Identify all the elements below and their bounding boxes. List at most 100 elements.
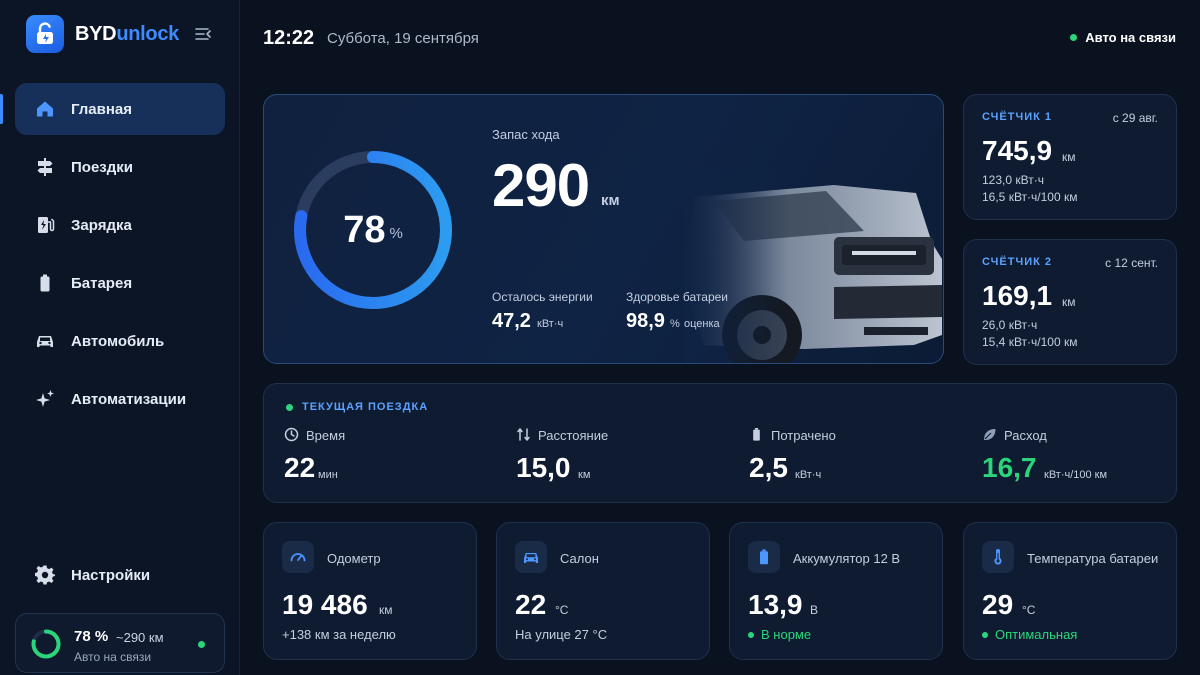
sidebar-item-charging[interactable]: Зарядка [15, 199, 225, 251]
tile-value: 22 [515, 589, 547, 620]
sidebar-item-trips[interactable]: Поездки [15, 141, 225, 193]
charge-ring-mini [31, 629, 61, 659]
sidebar-item-automations[interactable]: Автоматизации [15, 373, 225, 425]
counter-distance-unit: км [1062, 295, 1076, 309]
sidebar-item-label: Главная [71, 100, 133, 118]
tile-status: В норме [748, 627, 811, 642]
sidebar-item-label: Батарея [71, 274, 133, 292]
trip-metric-label: Расход [1004, 428, 1047, 443]
charge-percent-unit: % [389, 224, 403, 242]
vehicle-status-card[interactable]: 78 % ~290 км Авто на связи [15, 613, 225, 673]
sidebar-item-label: Автомобиль [71, 332, 165, 350]
battery-icon [35, 273, 55, 293]
gauge-icon [282, 541, 314, 573]
trip-metric-value: 2,5 [749, 452, 788, 483]
trip-metric-label: Время [306, 428, 346, 443]
trip-counter-2[interactable]: СЧЁТЧИК 2 с 12 сент. 169,1 км 26,0 кВт·ч… [963, 239, 1177, 365]
trip-metric-label: Потрачено [771, 428, 836, 443]
counter-date: с 12 сент. [1105, 256, 1158, 270]
tile-unit: км [379, 603, 393, 617]
range-value: 290 [492, 152, 590, 219]
charge-ring: 78 % [288, 145, 458, 315]
battery-temperature-tile[interactable]: Температура батареи 29 °C Оптимальная [963, 522, 1177, 660]
status-ok-indicator [748, 631, 754, 638]
tile-value: 13,9 [748, 589, 803, 620]
lock-icon [26, 15, 64, 53]
gear-icon [35, 565, 55, 585]
trip-metric-unit: мин [318, 469, 338, 481]
collapse-sidebar-icon[interactable] [194, 26, 212, 42]
tile-title: Аккумулятор 12 В [793, 551, 901, 566]
sidebar-item-battery[interactable]: Батарея [15, 257, 225, 309]
range-label: Запас хода [492, 127, 560, 142]
cabin-tile[interactable]: Салон 22 °C На улице 27 °C [496, 522, 710, 660]
battery-hero-card[interactable]: 78 % Запас хода 290 км Осталось энергии … [263, 94, 944, 364]
tile-unit: В [810, 603, 819, 617]
energy-left-label: Осталось энергии [492, 290, 593, 304]
tile-title: Салон [560, 551, 599, 566]
sidebar-item-settings[interactable]: Настройки [15, 549, 225, 601]
odometer-tile[interactable]: Одометр 19 486 км +138 км за неделю [263, 522, 477, 660]
energy-left-value: 47,2 [492, 310, 531, 332]
counter-title: СЧЁТЧИК 2 [982, 256, 1052, 268]
trip-metric-unit: кВт·ч [795, 469, 822, 481]
energy-left-unit: кВт·ч [537, 318, 564, 330]
tile-title: Одометр [327, 551, 381, 566]
brand-name: BYDunlock [75, 23, 179, 46]
counter-energy: 123,0 кВт·ч [982, 173, 1044, 187]
date: Суббота, 19 сентября [327, 30, 479, 47]
tile-subtext: На улице 27 °C [515, 627, 608, 642]
sidebar-item-car[interactable]: Автомобиль [15, 315, 225, 367]
tile-value: 29 [982, 589, 1014, 620]
counter-energy: 26,0 кВт·ч [982, 318, 1038, 332]
tile-subtext: Оптимальная [995, 627, 1078, 642]
battery-12v-tile[interactable]: Аккумулятор 12 В 13,9 В В норме [729, 522, 943, 660]
thermometer-icon [982, 541, 1014, 573]
counter-distance-unit: км [1062, 150, 1076, 164]
tile-subtext: В норме [761, 627, 812, 642]
active-nav-marker [0, 94, 3, 124]
current-trip-card[interactable]: ТЕКУЩАЯ ПОЕЗДКА Время 22 мин Расстояние … [263, 383, 1177, 503]
signpost-icon [35, 157, 55, 177]
tile-status: Оптимальная [982, 627, 1077, 642]
tile-unit: °C [555, 603, 569, 617]
trip-metric-unit: кВт·ч/100 км [1044, 469, 1108, 481]
counter-distance: 745,9 [982, 135, 1053, 166]
range-unit: км [601, 192, 620, 209]
connection-text: Авто на связи [1085, 30, 1176, 45]
tile-unit: °C [1022, 603, 1036, 617]
status-connection-text: Авто на связи [74, 650, 152, 664]
tile-value: 19 486 [282, 589, 368, 620]
car-icon [35, 331, 55, 351]
online-indicator [1070, 34, 1078, 41]
battery-12v-icon [748, 541, 780, 573]
tile-subtext: +138 км за неделю [282, 627, 396, 642]
trip-counter-1[interactable]: СЧЁТЧИК 1 с 29 авг. 745,9 км 123,0 кВт·ч… [963, 94, 1177, 220]
trip-title: ТЕКУЩАЯ ПОЕЗДКА [302, 401, 429, 413]
car-front-icon [515, 541, 547, 573]
home-icon [35, 99, 55, 119]
sidebar: BYDunlock Главная Поездки Зарядка Батаре… [0, 0, 240, 675]
counter-date: с 29 авг. [1112, 111, 1158, 125]
sparkles-icon [35, 389, 55, 409]
leaf-icon [982, 427, 997, 442]
brand-name-part2: unlock [116, 22, 179, 45]
battery-health-value: 98,9 [626, 310, 665, 332]
car-image [684, 167, 943, 363]
status-charge-percent: 78 % [74, 628, 109, 645]
charge-percent: 78 [343, 208, 386, 251]
battery-health-note: оценка [684, 318, 720, 330]
trip-metric-unit: км [578, 469, 591, 481]
sidebar-item-label: Автоматизации [71, 390, 187, 408]
connection-status: Авто на связи [1070, 30, 1176, 45]
counter-title: СЧЁТЧИК 1 [982, 111, 1052, 123]
battery-small-icon [749, 427, 764, 442]
counter-distance: 169,1 [982, 280, 1053, 311]
status-ok-indicator [982, 631, 988, 638]
status-range: ~290 км [116, 630, 164, 645]
sidebar-item-home[interactable]: Главная [15, 83, 225, 135]
counter-consumption: 16,5 кВт·ч/100 км [982, 190, 1078, 204]
brand[interactable]: BYDunlock [26, 15, 179, 53]
sidebar-item-label: Настройки [71, 566, 151, 584]
counter-consumption: 15,4 кВт·ч/100 км [982, 335, 1078, 349]
